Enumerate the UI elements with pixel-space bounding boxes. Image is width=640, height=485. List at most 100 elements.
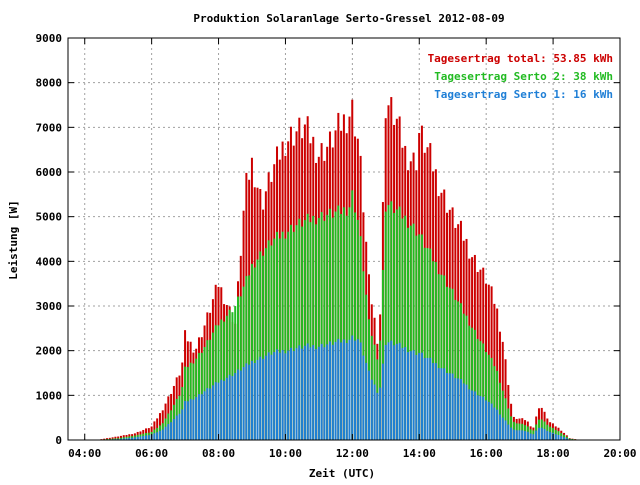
- bar-serto-1: [215, 382, 217, 440]
- bar-serto-1: [382, 364, 384, 440]
- bar-serto-1: [544, 429, 546, 440]
- bar-serto-1: [337, 339, 339, 440]
- bar-serto-1: [237, 370, 239, 440]
- bar-serto-1: [374, 385, 376, 440]
- bar-serto-1: [518, 430, 520, 440]
- bar-serto-1: [170, 422, 172, 440]
- bar-serto-1: [326, 344, 328, 440]
- bar-serto-1: [418, 353, 420, 440]
- bar-serto-1: [432, 363, 434, 440]
- y-tick-label: 3000: [36, 300, 63, 313]
- x-tick-label: 18:00: [537, 447, 570, 460]
- bar-serto-1: [184, 401, 186, 440]
- bar-serto-1: [362, 356, 364, 440]
- bar-serto-1: [510, 428, 512, 440]
- bar-serto-1: [479, 396, 481, 440]
- bars-layer: [100, 97, 579, 440]
- bar-serto-1: [474, 391, 476, 440]
- bar-serto-1: [162, 430, 164, 440]
- bar-serto-1: [206, 388, 208, 440]
- bar-serto-1: [240, 371, 242, 440]
- bar-serto-1: [243, 367, 245, 440]
- bar-serto-1: [273, 352, 275, 440]
- bar-serto-1: [284, 353, 286, 440]
- bar-serto-1: [229, 375, 231, 440]
- bar-serto-1: [209, 388, 211, 440]
- bar-serto-1: [415, 355, 417, 440]
- bar-serto-1: [449, 373, 451, 440]
- bar-serto-1: [466, 385, 468, 440]
- bar-serto-1: [178, 414, 180, 440]
- bar-serto-1: [457, 378, 459, 440]
- bar-serto-1: [410, 351, 412, 440]
- bar-serto-1: [321, 344, 323, 440]
- bar-serto-1: [257, 360, 259, 440]
- bar-serto-1: [360, 342, 362, 440]
- bar-serto-1: [167, 424, 169, 440]
- bar-serto-1: [454, 378, 456, 440]
- bar-serto-1: [293, 351, 295, 440]
- legend-entry: Tagesertrag total: 53.85 kWh: [428, 52, 613, 65]
- bar-serto-1: [532, 434, 534, 440]
- bar-serto-1: [270, 355, 272, 440]
- bar-serto-1: [499, 415, 501, 440]
- bar-serto-1: [468, 389, 470, 440]
- bar-serto-1: [190, 399, 192, 440]
- bar-serto-1: [204, 391, 206, 440]
- bar-serto-1: [329, 341, 331, 440]
- y-tick-label: 8000: [36, 77, 63, 90]
- bar-serto-1: [530, 434, 532, 440]
- bar-serto-1: [502, 418, 504, 440]
- bar-serto-1: [254, 363, 256, 440]
- bar-serto-1: [393, 345, 395, 440]
- y-tick-label: 7000: [36, 121, 63, 134]
- bar-serto-1: [231, 376, 233, 440]
- bar-serto-1: [307, 343, 309, 440]
- bar-serto-1: [195, 397, 197, 440]
- bar-serto-1: [477, 395, 479, 440]
- bar-serto-1: [245, 363, 247, 440]
- bar-serto-1: [226, 378, 228, 440]
- bar-serto-1: [173, 419, 175, 440]
- bar-serto-1: [265, 356, 267, 440]
- legend-entry: Tagesertrag Serto 2: 38 kWh: [434, 70, 613, 83]
- bar-serto-1: [379, 388, 381, 440]
- bar-serto-1: [560, 436, 562, 440]
- bar-serto-1: [332, 345, 334, 440]
- x-tick-label: 14:00: [403, 447, 436, 460]
- bar-serto-1: [234, 373, 236, 440]
- bar-serto-1: [223, 381, 225, 440]
- legend: Tagesertrag total: 53.85 kWh Tagesertrag …: [428, 52, 613, 101]
- bar-serto-1: [541, 428, 543, 440]
- bar-serto-1: [387, 342, 389, 440]
- bar-serto-1: [463, 383, 465, 440]
- x-tick-label: 06:00: [135, 447, 168, 460]
- bar-serto-1: [557, 435, 559, 440]
- y-tick-label: 2000: [36, 345, 63, 358]
- bar-serto-1: [323, 347, 325, 440]
- bar-serto-1: [220, 380, 222, 440]
- y-axis-title: Leistung [W]: [7, 200, 20, 279]
- bar-serto-1: [282, 350, 284, 440]
- bar-serto-1: [301, 349, 303, 440]
- bar-serto-1: [429, 358, 431, 440]
- bar-serto-1: [404, 347, 406, 440]
- x-tick-label: 04:00: [68, 447, 101, 460]
- bar-serto-1: [443, 368, 445, 440]
- bar-serto-1: [176, 416, 178, 440]
- bar-serto-1: [212, 385, 214, 440]
- bar-serto-1: [268, 352, 270, 440]
- bar-serto-1: [505, 420, 507, 440]
- bar-serto-1: [198, 394, 200, 440]
- bar-serto-1: [296, 348, 298, 440]
- bar-serto-1: [312, 345, 314, 440]
- y-tick-label: 1000: [36, 389, 63, 402]
- bar-serto-1: [440, 368, 442, 440]
- bar-serto-1: [390, 341, 392, 440]
- bar-serto-1: [446, 373, 448, 440]
- bar-serto-1: [471, 391, 473, 440]
- bar-serto-1: [493, 408, 495, 441]
- bar-serto-1: [343, 339, 345, 440]
